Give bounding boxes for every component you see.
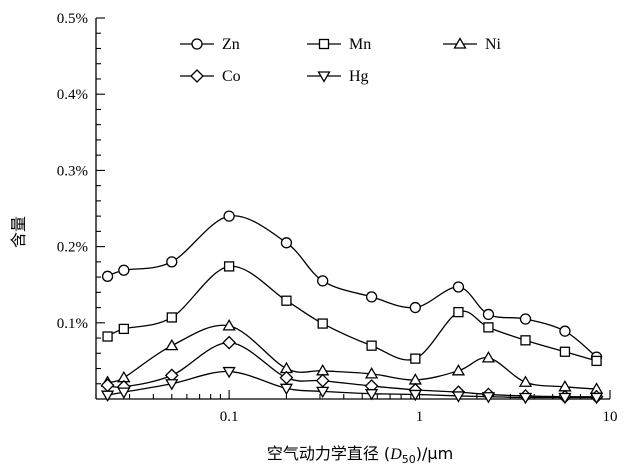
series-zn [101, 210, 603, 363]
legend: Zn Mn Ni Co Hg [180, 36, 502, 85]
data-point-hg [558, 392, 572, 405]
legend-label-mn: Mn [349, 36, 371, 53]
x-tick-label: 0.1 [220, 409, 239, 425]
legend-marker-ni [453, 37, 467, 49]
data-point-mn [166, 312, 177, 323]
data-point-zn [559, 325, 571, 337]
data-point-hg [364, 389, 379, 401]
legend-label-hg: Hg [349, 68, 369, 85]
x-tick-label: 1 [416, 409, 424, 425]
data-point-mn [366, 340, 377, 351]
data-point-hg [165, 379, 179, 391]
data-point-ni [518, 375, 533, 387]
data-point-ni [364, 367, 379, 379]
x-axis-ticks: 0.1 1 10 [95, 390, 618, 425]
y-tick-label: 0.1% [57, 316, 88, 332]
data-point-mn [281, 295, 292, 306]
data-point-ni [165, 338, 179, 351]
data-point-ni [316, 364, 330, 376]
y-tick-label: 0.2% [57, 240, 88, 256]
y-tick-label: 0.3% [57, 163, 88, 179]
legend-label-ni: Ni [485, 36, 502, 53]
data-point-hg [481, 392, 496, 404]
legend-marker-zn [191, 38, 203, 50]
data-point-ni [481, 351, 496, 363]
legend-marker-hg [317, 71, 331, 83]
data-point-mn [591, 355, 602, 367]
legend-marker-co [190, 69, 204, 83]
data-point-hg [451, 391, 466, 403]
legend-label-zn: Zn [222, 36, 240, 53]
data-point-hg [408, 389, 422, 402]
data-point-mn [483, 322, 494, 333]
data-point-mn [559, 346, 571, 357]
data-point-hg [100, 390, 115, 402]
legend-item-ni: Ni [443, 36, 502, 53]
data-point-mn [317, 318, 328, 329]
legend-item-co: Co [180, 68, 241, 85]
data-point-zn [166, 256, 178, 268]
y-axis-ticks: 0.1% 0.2% 0.3% 0.4% 0.5% [57, 11, 105, 385]
data-point-zn [118, 264, 130, 276]
data-point-hg [279, 383, 294, 396]
data-point-hg [222, 366, 236, 379]
series-hg [100, 366, 604, 405]
data-point-zn [482, 308, 495, 321]
data-point-hg [316, 386, 330, 399]
data-point-co [100, 378, 115, 393]
data-point-co [315, 373, 330, 388]
data-point-mn [453, 306, 464, 318]
data-point-zn [317, 275, 329, 287]
y-tick-label: 0.4% [57, 87, 88, 103]
legend-item-hg: Hg [307, 68, 369, 85]
data-point-mn [118, 323, 129, 335]
legend-marker-mn [318, 38, 330, 50]
legend-item-zn: Zn [180, 36, 240, 53]
legend-label-co: Co [222, 68, 241, 85]
data-point-mn [520, 335, 531, 346]
data-point-ni [451, 364, 466, 376]
data-point-zn [101, 270, 114, 282]
series-line-mn [107, 265, 597, 362]
data-point-ni [222, 319, 236, 331]
data-point-zn [280, 237, 293, 249]
data-point-hg [117, 387, 131, 399]
data-point-co [222, 335, 237, 350]
data-point-zn [223, 210, 235, 222]
data-point-hg [518, 392, 533, 405]
data-point-mn [102, 331, 113, 342]
x-axis-title: 空气动力学直径 (D50)/μm [267, 444, 453, 466]
y-axis-title: 含量 [9, 216, 28, 248]
data-point-mn [223, 261, 235, 272]
series-group [100, 210, 604, 405]
series-line-co [107, 341, 597, 398]
data-point-hg [589, 392, 604, 405]
x-tick-label: 10 [603, 409, 618, 425]
data-point-mn [410, 353, 421, 364]
data-point-zn [365, 291, 378, 303]
y-tick-label: 0.5% [57, 11, 88, 27]
series-mn [102, 261, 602, 367]
data-point-zn [452, 281, 465, 293]
data-point-zn [409, 301, 421, 314]
legend-item-mn: Mn [307, 36, 371, 53]
data-point-co [279, 370, 294, 385]
data-point-zn [519, 313, 532, 325]
